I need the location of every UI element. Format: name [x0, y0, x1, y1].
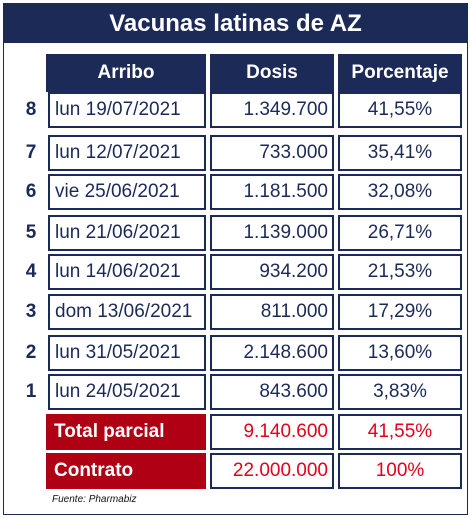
- total-parcial-doses: 9.140.600: [210, 414, 334, 450]
- arrival-date-cell: lun 12/07/2021: [48, 135, 206, 171]
- doses-cell: 733.000: [210, 135, 334, 171]
- percent-cell: 32,08%: [338, 174, 462, 210]
- row-number: 7: [25, 142, 37, 163]
- doses-cell: 1.349.700: [210, 92, 334, 128]
- row-number: 3: [25, 301, 37, 322]
- doses-cell: 811.000: [210, 294, 334, 330]
- row-number: 4: [25, 261, 37, 282]
- percent-cell: 17,29%: [338, 294, 462, 330]
- row-number: 1: [25, 381, 37, 402]
- doses-cell: 1.139.000: [210, 215, 334, 251]
- percent-cell: 21,53%: [338, 254, 462, 290]
- percent-cell: 41,55%: [338, 92, 462, 128]
- table-title: Vacunas latinas de AZ: [4, 4, 467, 43]
- header-arribo: Arribo: [46, 54, 206, 92]
- contrato-doses: 22.000.000: [210, 453, 334, 489]
- arrival-date-cell: lun 19/07/2021: [48, 92, 206, 128]
- row-number: 8: [25, 99, 37, 120]
- total-parcial-percent: 41,55%: [338, 414, 462, 450]
- doses-cell: 843.600: [210, 374, 334, 410]
- arrival-date-cell: lun 24/05/2021: [48, 374, 206, 410]
- row-number: 6: [25, 181, 37, 202]
- arrival-date-cell: dom 13/06/2021: [48, 294, 206, 330]
- arrival-date-cell: lun 31/05/2021: [48, 335, 206, 371]
- arrival-date-cell: vie 25/06/2021: [48, 174, 206, 210]
- header-porcentaje: Porcentaje: [338, 54, 462, 92]
- contrato-percent: 100%: [338, 453, 462, 489]
- doses-cell: 934.200: [210, 254, 334, 290]
- row-number: 5: [25, 222, 37, 243]
- row-number: 2: [25, 342, 37, 363]
- arrival-date-cell: lun 21/06/2021: [48, 215, 206, 251]
- percent-cell: 26,71%: [338, 215, 462, 251]
- contrato-label: Contrato: [46, 453, 206, 489]
- total-parcial-label: Total parcial: [46, 414, 206, 450]
- doses-cell: 1.181.500: [210, 174, 334, 210]
- percent-cell: 35,41%: [338, 135, 462, 171]
- arrival-date-cell: lun 14/06/2021: [48, 254, 206, 290]
- doses-cell: 2.148.600: [210, 335, 334, 371]
- header-dosis: Dosis: [210, 54, 334, 92]
- percent-cell: 13,60%: [338, 335, 462, 371]
- vaccine-table-panel: Vacunas latinas de AZ Arribo Dosis Porce…: [3, 3, 468, 515]
- source-note: Fuente: Pharmabiz: [52, 494, 137, 505]
- percent-cell: 3,83%: [338, 374, 462, 410]
